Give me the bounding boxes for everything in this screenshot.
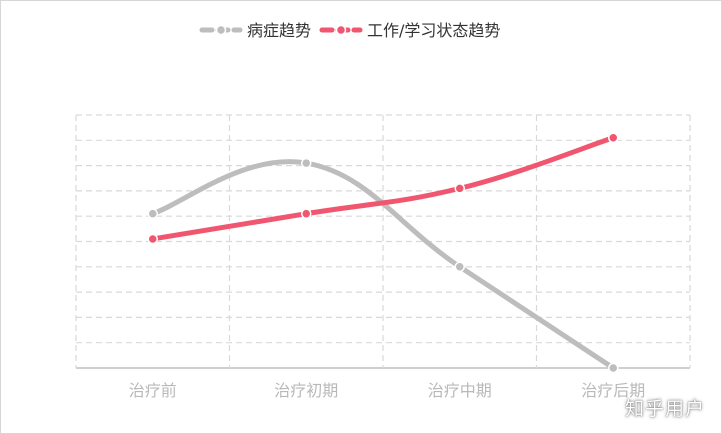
x-axis: 治疗前 治疗初期 治疗中期 治疗后期 bbox=[129, 381, 646, 400]
legend-marker bbox=[215, 24, 227, 36]
legend-label: 病症趋势 bbox=[247, 21, 311, 40]
series-line-status bbox=[150, 135, 616, 242]
data-point bbox=[454, 183, 465, 194]
data-point bbox=[301, 157, 312, 169]
data-point bbox=[608, 132, 619, 144]
chart-grid bbox=[75, 114, 691, 369]
data-point bbox=[147, 208, 158, 219]
x-tick-label: 治疗后期 bbox=[581, 381, 645, 400]
x-tick-label: 治疗中期 bbox=[428, 381, 492, 400]
legend-marker bbox=[335, 24, 347, 36]
series-lines bbox=[147, 132, 619, 374]
data-point bbox=[301, 208, 312, 219]
legend: 病症趋势 工作/学习状态趋势 bbox=[199, 21, 500, 40]
x-tick-label: 治疗前 bbox=[129, 381, 177, 400]
data-point bbox=[147, 233, 158, 245]
x-tick-label: 治疗初期 bbox=[274, 381, 338, 400]
data-point bbox=[454, 261, 465, 273]
data-point bbox=[608, 362, 619, 374]
legend-label: 工作/学习状态趋势 bbox=[367, 21, 500, 40]
watermark-text: 知乎用户 bbox=[624, 398, 705, 420]
